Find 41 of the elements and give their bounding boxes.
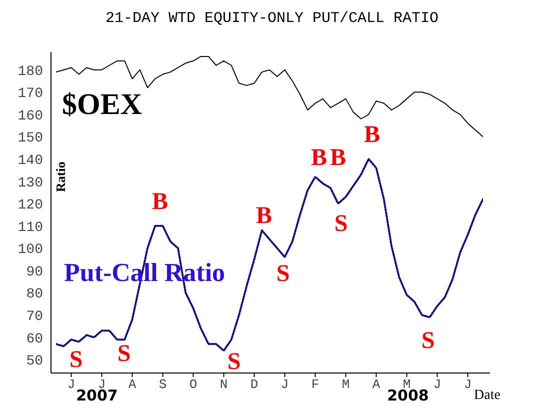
- annotation: B: [152, 189, 168, 215]
- y-tick-label: 100: [18, 242, 43, 258]
- x-tick-label: J: [280, 377, 289, 392]
- annotation: S: [334, 211, 348, 237]
- annotation: B: [256, 203, 272, 229]
- y-axis-title: Ratio: [53, 162, 69, 192]
- x-tick-label: S: [158, 377, 167, 392]
- annotation: S: [69, 347, 83, 373]
- x-tick-label: N: [220, 377, 228, 392]
- y-tick-label: 140: [18, 152, 43, 169]
- y-tick-label: 130: [18, 175, 43, 192]
- x-tick-label: O: [189, 377, 198, 392]
- x-tick-label: D: [250, 377, 258, 392]
- y-tick-label: 160: [18, 108, 43, 124]
- x-tick-label: M: [342, 377, 350, 392]
- chart-title: 21-DAY WTD EQUITY-ONLY PUT/CALL RATIO: [104, 10, 440, 27]
- y-tick-label: 90: [26, 264, 43, 280]
- annotation: S: [117, 341, 131, 367]
- y-tick-label: 170: [18, 86, 43, 102]
- y-tick-label: 80: [26, 286, 43, 303]
- annotation: S: [276, 261, 290, 287]
- annotation: S: [227, 349, 241, 375]
- annotation: B: [330, 145, 346, 171]
- annotation: B: [364, 122, 380, 148]
- y-tick-label: 180: [18, 64, 43, 80]
- y-tick-label: 70: [26, 309, 43, 326]
- series-label: $OEX: [62, 88, 142, 122]
- x-tick-label: F: [311, 377, 320, 392]
- annotation: B: [310, 145, 328, 171]
- x-tick-label: J: [67, 377, 76, 392]
- y-tick-label: 50: [26, 354, 43, 370]
- y-tick-label: 110: [18, 220, 43, 236]
- annotation: S: [421, 328, 435, 354]
- y-tick-label: 150: [18, 130, 43, 147]
- x-tick-label: A: [372, 377, 380, 392]
- x-tick-label: A: [128, 377, 136, 392]
- x-tick-label: J: [433, 377, 442, 392]
- y-tick-label: 120: [18, 198, 43, 214]
- y-tick-label: 60: [26, 331, 43, 348]
- x-axis-title: Date: [474, 388, 500, 404]
- x-tick-label: J: [464, 377, 472, 392]
